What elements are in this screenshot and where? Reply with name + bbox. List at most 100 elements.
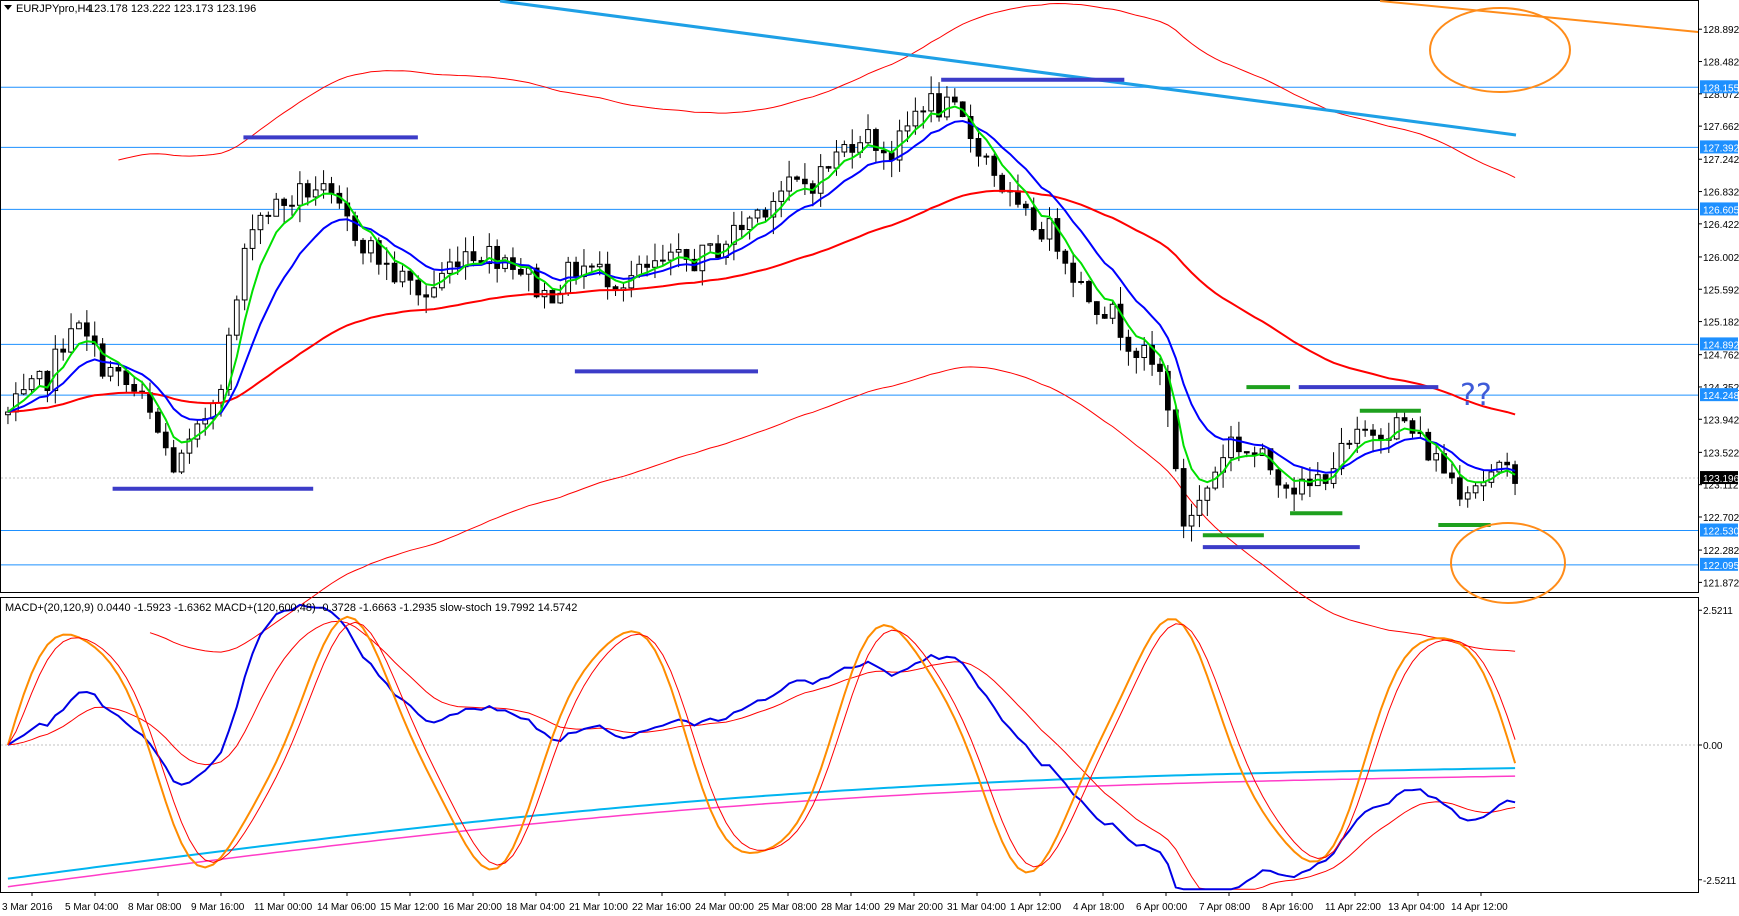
candle-body[interactable]	[131, 383, 138, 392]
candle-body[interactable]	[1409, 420, 1416, 434]
candle-body[interactable]	[1346, 442, 1353, 445]
candle-body[interactable]	[1354, 428, 1361, 444]
candle-body[interactable]	[1109, 303, 1116, 319]
candle-body[interactable]	[873, 129, 879, 151]
candle-body[interactable]	[794, 176, 800, 180]
candle-body[interactable]	[123, 370, 130, 385]
candle-body[interactable]	[1196, 499, 1203, 516]
candle-body[interactable]	[1188, 514, 1195, 527]
candle-body[interactable]	[951, 96, 958, 103]
candle-body[interactable]	[423, 294, 430, 298]
candle-body[interactable]	[817, 166, 824, 194]
candle-body[interactable]	[249, 229, 256, 249]
candle-body[interactable]	[1070, 262, 1077, 283]
candle-body[interactable]	[1370, 429, 1376, 436]
candle-body[interactable]	[68, 328, 74, 353]
candle-body[interactable]	[912, 110, 919, 127]
candle-body[interactable]	[999, 174, 1006, 193]
candle-body[interactable]	[1117, 303, 1124, 338]
candle-body[interactable]	[880, 149, 887, 154]
candle-body[interactable]	[28, 378, 35, 391]
candle-body[interactable]	[494, 245, 501, 269]
candle-body[interactable]	[360, 239, 366, 254]
highlight-ellipse-bottom[interactable]	[1450, 522, 1566, 604]
candle-body[interactable]	[849, 144, 856, 153]
candle-body[interactable]	[1030, 207, 1037, 231]
candle-body[interactable]	[833, 151, 840, 169]
candle-body[interactable]	[991, 155, 998, 176]
candle-body[interactable]	[52, 348, 59, 392]
descending-trendline[interactable]	[499, 0, 1517, 137]
candle-body[interactable]	[486, 245, 493, 265]
candle-body[interactable]	[1425, 431, 1432, 461]
candle-body[interactable]	[1393, 417, 1400, 440]
candle-body[interactable]	[297, 183, 303, 206]
candle-body[interactable]	[1504, 461, 1511, 466]
candle-body[interactable]	[975, 138, 982, 157]
candle-body[interactable]	[115, 366, 122, 372]
candle-body[interactable]	[573, 261, 579, 278]
candle-body[interactable]	[652, 260, 658, 268]
candle-body[interactable]	[289, 204, 295, 207]
candle-body[interactable]	[1141, 344, 1148, 359]
candle-body[interactable]	[1086, 281, 1092, 303]
candle-body[interactable]	[391, 262, 398, 283]
dropdown-triangle-icon[interactable]	[4, 5, 12, 10]
candle-body[interactable]	[1054, 218, 1061, 252]
candle-body[interactable]	[1456, 477, 1463, 500]
candle-body[interactable]	[407, 270, 414, 281]
candle-body[interactable]	[304, 183, 311, 198]
candle-body[interactable]	[667, 251, 674, 261]
candle-body[interactable]	[1149, 344, 1155, 365]
candle-body[interactable]	[20, 389, 27, 395]
candle-body[interactable]	[1157, 363, 1163, 372]
candle-body[interactable]	[1062, 250, 1069, 264]
candle-body[interactable]	[1496, 461, 1503, 473]
candle-body[interactable]	[786, 176, 792, 192]
candle-body[interactable]	[328, 183, 335, 194]
candle-body[interactable]	[1401, 417, 1408, 422]
orange-trendline[interactable]	[1379, 0, 1699, 33]
candle-body[interactable]	[1022, 203, 1029, 209]
candle-body[interactable]	[731, 224, 737, 245]
candle-body[interactable]	[162, 431, 169, 449]
candle-body[interactable]	[1472, 485, 1479, 494]
candle-body[interactable]	[446, 261, 453, 274]
candle-body[interactable]	[170, 447, 177, 473]
candle-body[interactable]	[107, 366, 114, 377]
candle-body[interactable]	[76, 322, 82, 330]
candle-body[interactable]	[375, 240, 382, 265]
candle-body[interactable]	[762, 209, 769, 218]
candle-body[interactable]	[588, 265, 595, 268]
candle-body[interactable]	[312, 189, 319, 198]
candle-body[interactable]	[257, 214, 264, 231]
candle-body[interactable]	[265, 214, 272, 217]
candle-body[interactable]	[738, 224, 745, 231]
candle-body[interactable]	[865, 129, 871, 144]
indicator-plot-area[interactable]	[1, 603, 1698, 891]
candle-body[interactable]	[415, 279, 422, 296]
candle-body[interactable]	[936, 93, 942, 118]
candle-body[interactable]	[596, 263, 603, 268]
candle-body[interactable]	[660, 259, 666, 262]
candle-body[interactable]	[920, 110, 927, 113]
candle-body[interactable]	[281, 198, 287, 206]
candle-body[interactable]	[83, 322, 90, 337]
candle-body[interactable]	[1228, 436, 1234, 459]
candle-body[interactable]	[1275, 469, 1282, 486]
candle-body[interactable]	[186, 438, 193, 454]
candle-body[interactable]	[383, 262, 390, 265]
candle-body[interactable]	[60, 348, 67, 353]
candle-body[interactable]	[273, 198, 280, 217]
candle-body[interactable]	[99, 343, 106, 377]
candle-body[interactable]	[967, 116, 974, 140]
candle-body[interactable]	[746, 217, 753, 231]
candle-body[interactable]	[454, 261, 461, 268]
candle-body[interactable]	[983, 155, 990, 158]
candle-body[interactable]	[778, 190, 785, 202]
candle-body[interactable]	[904, 125, 911, 132]
candle-body[interactable]	[1204, 487, 1211, 501]
candle-body[interactable]	[399, 270, 406, 283]
candle-body[interactable]	[1133, 350, 1140, 359]
candle-body[interactable]	[841, 144, 848, 153]
